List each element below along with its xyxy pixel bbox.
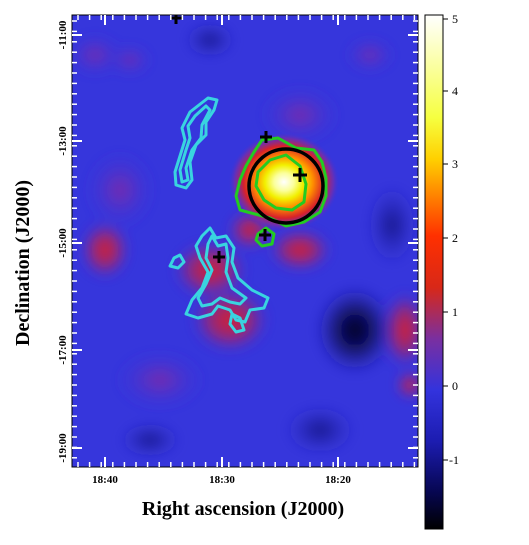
colorbar-tick-label: 5 [452,12,458,26]
green-contours [234,136,328,248]
colorbar-ticks [443,18,448,461]
colorbar [424,14,444,530]
source-markers [170,15,307,263]
y-tick-label: -19:00 [57,433,69,463]
map-frame [71,14,419,468]
x-tick-label: 18:40 [92,474,118,486]
colorbar-tick-label: 0 [452,379,458,393]
x-tick-label: 18:20 [325,474,351,486]
marker-plus [170,15,182,24]
colorbar-tick-label: -1 [449,453,459,467]
y-tick-label: -17:00 [57,335,69,365]
cyan-contours [168,96,270,334]
x-tick-label: 18:30 [209,474,235,486]
major-ticks [72,15,418,467]
x-axis-label: Right ascension (J2000) [141,498,345,520]
marker-plus [259,229,271,241]
y-tick-label: -15:00 [57,228,69,258]
y-tick-label: -13:00 [57,126,69,156]
colorbar-tick-label: 2 [452,231,458,245]
colorbar-tick-label: 1 [452,305,458,319]
y-tick-label: -11:00 [57,20,69,49]
heatmap-panel [72,15,418,467]
marker-plus [213,251,225,263]
source-region-circle [247,147,325,225]
minor-ticks [72,15,418,467]
y-axis-label: Declination (J2000) [12,179,34,347]
colorbar-tick-label: 3 [452,157,458,171]
marker-plus [293,168,307,182]
colorbar-tick-label: 4 [452,84,458,98]
marker-plus [260,131,272,143]
